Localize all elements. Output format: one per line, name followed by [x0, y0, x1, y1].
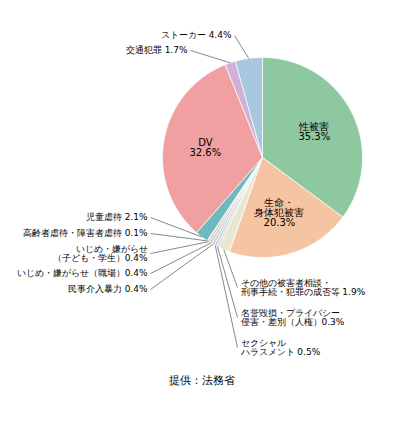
svg-text:高齢者虐待・障害者虐待 0.1%: 高齢者虐待・障害者虐待 0.1% [23, 228, 148, 238]
svg-text:いじめ・嫌がらせ（職場）0.4%: いじめ・嫌がらせ（職場）0.4% [17, 268, 148, 278]
svg-text:ストーカー 4.4%: ストーカー 4.4% [161, 30, 232, 40]
svg-text:名誉毀損・プライバシー侵害・差別（人権）0.3%: 名誉毀損・プライバシー侵害・差別（人権）0.3% [241, 308, 345, 327]
svg-text:セクシャルハラスメント 0.5%: セクシャルハラスメント 0.5% [240, 338, 321, 357]
svg-text:DV32.6%: DV32.6% [189, 137, 221, 158]
svg-text:交通犯罪 1.7%: 交通犯罪 1.7% [126, 45, 188, 55]
html-text:提供：法務省: 提供：法務省 [168, 374, 235, 387]
svg-text:性被害35.3%: 性被害35.3% [298, 121, 330, 142]
svg-text:いじめ・嫌がらせ（子ども・学生）0.4%: いじめ・嫌がらせ（子ども・学生）0.4% [53, 244, 148, 263]
svg-text:児童虐待 2.1%: 児童虐待 2.1% [86, 212, 148, 222]
svg-text:民事介入暴力 0.4%: 民事介入暴力 0.4% [68, 284, 148, 294]
svg-text:生命・身体犯被害20.3%: 生命・身体犯被害20.3% [254, 197, 304, 228]
svg-text:その他の被害者相談・刑事手続・犯罪の成否等 1.9%: その他の被害者相談・刑事手続・犯罪の成否等 1.9% [241, 278, 366, 297]
